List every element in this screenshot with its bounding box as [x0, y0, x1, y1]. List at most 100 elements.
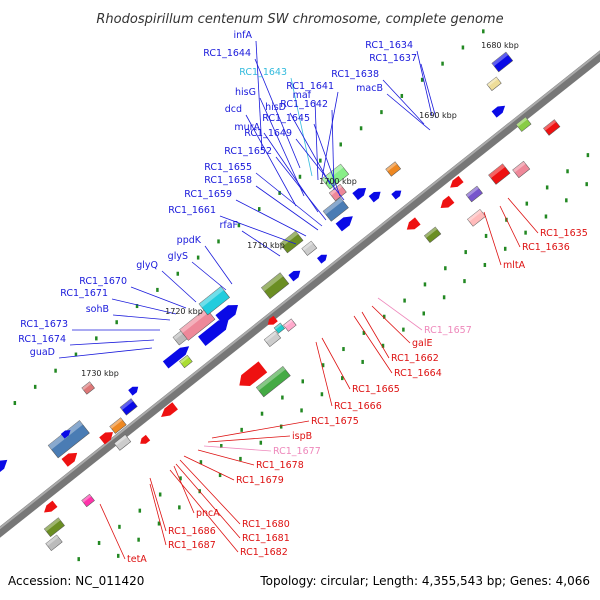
feature-block	[488, 163, 511, 185]
gc-skew-dot	[239, 456, 242, 461]
feature-block	[322, 197, 349, 222]
gc-skew-dot	[218, 473, 222, 478]
lower-gene-label: RC1_1687	[168, 540, 216, 551]
gc-skew-dot	[382, 314, 386, 319]
feature-block	[198, 286, 230, 316]
gc-skew-dot	[362, 330, 366, 335]
gc-skew-dot	[545, 185, 549, 190]
label-leader-line	[111, 298, 177, 315]
feature-block	[81, 381, 95, 395]
lower-gene-label: RC1_1678	[256, 460, 304, 471]
upper-gene-label: hisD	[265, 102, 286, 113]
gc-skew-dot	[301, 379, 305, 384]
gc-skew-dot	[199, 460, 203, 465]
label-leader-line	[314, 100, 319, 181]
upper-gene-label: guaD	[30, 347, 55, 358]
gene-labels: infARC1_1644RC1_1643mafRC1_1641hisGhisDR…	[18, 30, 587, 565]
label-leader-line	[173, 465, 195, 514]
kbp-tick-label: 1730 kbp	[81, 369, 119, 378]
label-leader-line	[255, 40, 263, 151]
upper-gene-label: RC1_1637	[369, 53, 417, 64]
gene-arrow	[491, 105, 506, 118]
kbp-tick-label: 1700 kbp	[319, 177, 357, 186]
label-leader-line	[255, 185, 319, 231]
upper-gene-label: RC1_1644	[203, 48, 251, 59]
label-leader-line	[275, 156, 327, 221]
gc-skew-dot	[300, 408, 303, 413]
gc-skew-dot	[484, 233, 488, 238]
label-leader-lines	[58, 40, 539, 560]
gene-arrow	[161, 402, 178, 417]
upper-gene-label: sohB	[86, 304, 109, 315]
label-leader-line	[507, 197, 539, 234]
gc-skew-dot	[380, 110, 383, 115]
label-leader-line	[416, 50, 433, 117]
gene-arrow	[162, 346, 190, 369]
label-leader-line	[331, 109, 335, 191]
label-leader-line	[235, 199, 307, 237]
label-leader-line	[382, 79, 425, 125]
upper-gene-label: RC1_1634	[365, 40, 413, 51]
gc-skew-dot	[423, 282, 427, 287]
gc-skew-dot	[259, 440, 263, 445]
label-leader-line	[420, 63, 437, 119]
gc-skew-dot	[463, 279, 466, 284]
gc-skew-dot	[97, 540, 101, 545]
feature-block	[179, 354, 193, 369]
gene-arrow	[99, 432, 113, 445]
upper-gene-label: glyS	[168, 251, 188, 262]
gc-skew-dot	[157, 521, 161, 526]
gc-skew-dot	[13, 401, 17, 406]
gene-arrow	[140, 434, 151, 444]
gc-skew-dot	[260, 411, 264, 416]
upper-gene-label: rfaF	[219, 220, 238, 231]
upper-gene-label: macB	[356, 83, 383, 94]
gc-skew-dot	[220, 444, 223, 449]
label-leader-line	[377, 297, 423, 331]
lower-gene-label: RC1_1681	[242, 533, 290, 544]
gc-skew-dot	[403, 298, 406, 303]
lower-gene-label: RC1_1680	[242, 519, 290, 530]
gc-skew-dot	[320, 392, 324, 397]
label-leader-line	[259, 97, 305, 197]
gc-skew-dot	[341, 376, 344, 381]
feature-block	[385, 161, 402, 177]
lower-gene-label: RC1_1662	[391, 353, 439, 364]
label-leader-line	[161, 270, 197, 303]
gc-skew-dot	[156, 287, 159, 292]
gc-skew-dot	[116, 553, 120, 558]
gc-skew-dot	[441, 61, 444, 66]
gc-skew-dot	[95, 336, 98, 341]
label-leader-line	[321, 91, 339, 179]
lower-gene-label: pncA	[196, 508, 220, 519]
gc-skew-dot	[461, 45, 465, 50]
label-leader-line	[149, 477, 167, 532]
feature-block	[491, 51, 514, 73]
upper-gene-label: hisG	[235, 87, 256, 98]
gc-skew-dot	[281, 395, 284, 400]
gene-arrow	[267, 315, 278, 325]
gc-skew-dot	[196, 255, 200, 260]
label-leader-line	[183, 455, 235, 481]
gc-skew-dot	[339, 142, 342, 147]
lower-gene-label: RC1_1664	[394, 368, 442, 379]
gc-skew-dot	[74, 352, 78, 357]
feature-tracks	[0, 51, 561, 552]
gc-skew-dot	[402, 327, 405, 332]
label-leader-line	[241, 230, 281, 257]
gene-arrow	[288, 270, 301, 282]
lower-gene-label: ispB	[292, 431, 312, 442]
label-leader-line	[254, 58, 301, 169]
kbp-tick-label: 1690 kbp	[419, 111, 457, 120]
upper-gene-label: glyQ	[136, 260, 158, 271]
lower-gene-label: RC1_1675	[311, 416, 359, 427]
label-leader-line	[58, 347, 153, 359]
gc-skew-dot	[422, 311, 425, 316]
gc-skew-dot	[137, 537, 140, 542]
feature-block	[255, 365, 291, 398]
lower-gene-label: RC1_1657	[424, 325, 472, 336]
kbp-tick-label: 1720 kbp	[165, 307, 203, 316]
gc-skew-dot	[444, 266, 447, 271]
feature-block	[321, 163, 350, 190]
